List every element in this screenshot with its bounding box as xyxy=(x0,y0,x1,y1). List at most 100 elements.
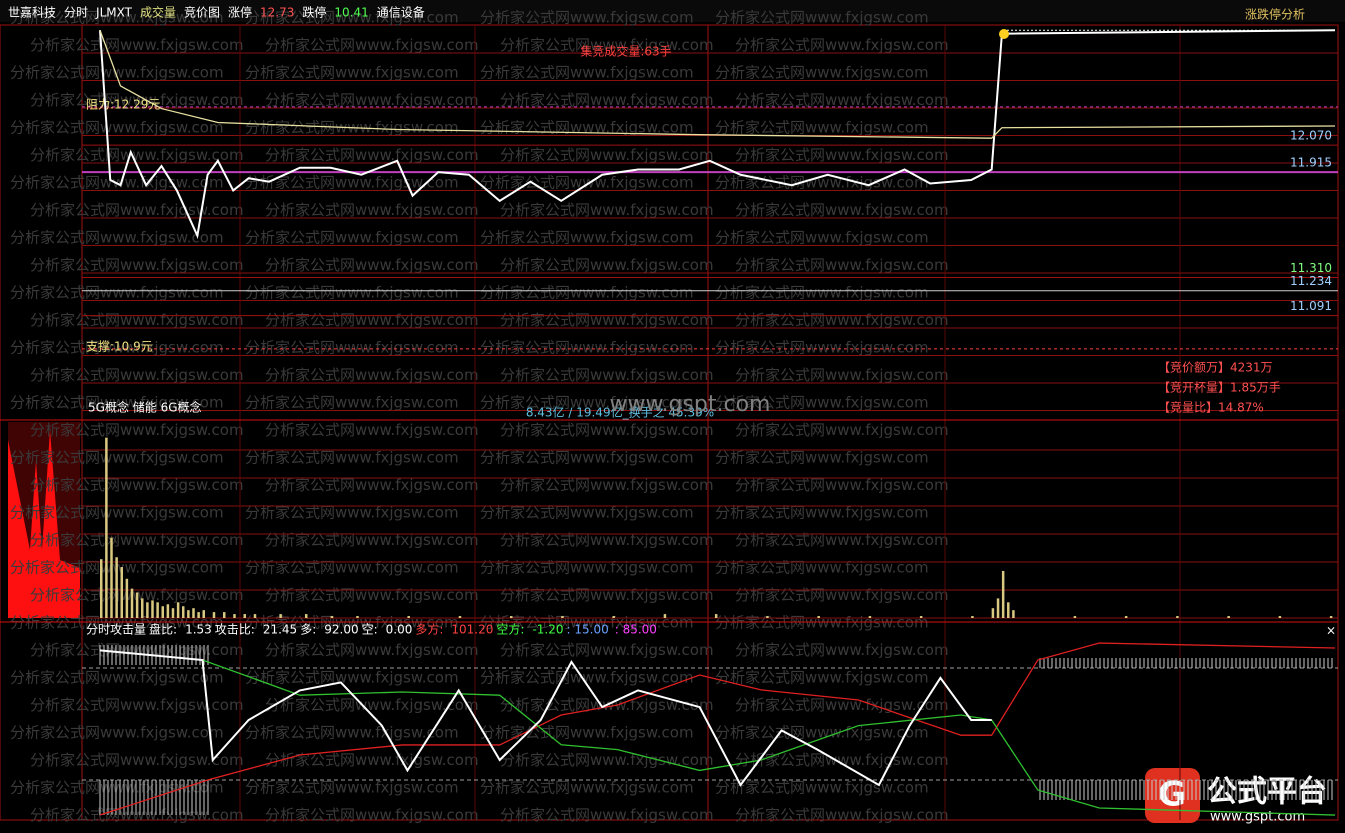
watermark: 分析家公式网www.fxjgsw.com xyxy=(715,119,929,137)
header-text: 涨停 xyxy=(228,5,252,20)
watermark: 分析家公式网www.fxjgsw.com xyxy=(715,284,929,302)
header-text: 10.41 xyxy=(334,6,368,20)
volume-bar xyxy=(1012,610,1015,618)
support-label: 支撑:10.9元 xyxy=(86,338,153,353)
watermark: 分析家公式网www.fxjgsw.com xyxy=(500,146,714,164)
auction-info: 【竞价额万】4231万 xyxy=(1158,361,1273,375)
watermark: 分析家公式网www.fxjgsw.com xyxy=(265,531,479,549)
header-text: 世嘉科技 xyxy=(8,6,56,20)
volume-bar xyxy=(330,616,334,618)
header-button[interactable]: 涨跌停分析 xyxy=(1245,7,1305,22)
watermark: 分析家公式网www.fxjgsw.com xyxy=(10,339,224,357)
watermark: 分析家公式网www.fxjgsw.com xyxy=(10,284,224,302)
watermark: 分析家公式网www.fxjgsw.com xyxy=(500,586,714,604)
watermark: 分析家公式网www.fxjgsw.com xyxy=(715,559,929,577)
y-tick-label: 11.915 xyxy=(1290,156,1332,170)
watermark: 分析家公式网www.fxjgsw.com xyxy=(265,146,479,164)
watermark: 分析家公式网www.fxjgsw.com xyxy=(30,146,244,164)
watermark: 分析家公式网www.fxjgsw.com xyxy=(715,724,929,742)
volume-bar xyxy=(1124,616,1128,618)
watermark: 分析家公式网www.fxjgsw.com xyxy=(735,146,949,164)
y-tick-label: 12.070 xyxy=(1290,129,1332,143)
auction-volume: 集竞成交量:63手 xyxy=(580,44,671,59)
series-line xyxy=(99,29,1336,240)
volume-bar xyxy=(146,602,149,618)
watermark: 分析家公式网www.fxjgsw.com xyxy=(500,641,714,659)
watermark: 分析家公式网www.fxjgsw.com xyxy=(10,229,224,247)
header-text: JLMXT xyxy=(95,6,133,20)
watermark: 分析家公式网www.fxjgsw.com xyxy=(500,256,714,274)
watermark: 分析家公式网www.fxjgsw.com xyxy=(245,64,459,82)
volume-bar xyxy=(253,614,257,618)
volume-bar xyxy=(356,616,359,618)
volume-bar xyxy=(766,616,769,618)
series-line xyxy=(99,649,992,787)
reference-label: : 15.00 xyxy=(567,623,609,637)
watermark: 分析家公式网www.fxjgsw.com xyxy=(500,36,714,54)
volume-bar xyxy=(140,598,144,618)
watermark: 分析家公式网www.fxjgsw.com xyxy=(245,339,459,357)
header-text: 分时 xyxy=(64,6,88,20)
watermark: 分析家公式网www.fxjgsw.com xyxy=(245,724,459,742)
volume-bar xyxy=(1001,570,1005,618)
watermark: 分析家公式网www.fxjgsw.com xyxy=(265,641,479,659)
watermark: 分析家公式网www.fxjgsw.com xyxy=(500,201,714,219)
watermark: 分析家公式网www.fxjgsw.com xyxy=(480,64,694,82)
auction-info: 【竞开杯量】1.85万手 xyxy=(1158,381,1281,395)
volume-bar xyxy=(212,612,216,618)
watermark: 分析家公式网www.fxjgsw.com xyxy=(480,504,694,522)
watermark: 分析家公式网www.fxjgsw.com xyxy=(10,394,224,412)
watermark: 分析家公式网www.fxjgsw.com xyxy=(30,311,244,329)
watermark: 分析家公式网www.fxjgsw.com xyxy=(245,779,459,797)
volume-bar xyxy=(991,608,995,618)
watermark: 分析家公式网www.fxjgsw.com xyxy=(735,311,949,329)
header-text: 通信设备 xyxy=(377,6,425,20)
volume-bar xyxy=(304,614,308,618)
indicator-legend: 空: xyxy=(362,623,378,637)
watermark: 分析家公式网www.fxjgsw.com xyxy=(500,531,714,549)
watermark: 分析家公式网www.fxjgsw.com xyxy=(245,449,459,467)
volume-bar xyxy=(100,559,103,618)
watermark: 分析家公式网www.fxjgsw.com xyxy=(480,779,694,797)
watermark: 分析家公式网www.fxjgsw.com xyxy=(245,669,459,687)
frame xyxy=(0,24,1339,821)
volume-bar xyxy=(161,606,164,618)
header-bar xyxy=(0,0,1345,22)
volume-bar xyxy=(171,608,175,618)
volume-bar xyxy=(1278,616,1282,618)
volume-bar xyxy=(868,616,872,618)
watermark: 分析家公式网www.fxjgsw.com xyxy=(480,284,694,302)
watermark: 分析家公式网www.fxjgsw.com xyxy=(10,449,224,467)
y-tick-label: 11.310 xyxy=(1290,261,1332,275)
header-text: 跌停 xyxy=(302,5,326,20)
watermark: 分析家公式网www.fxjgsw.com xyxy=(480,559,694,577)
auction-shape xyxy=(8,422,80,568)
watermark: 分析家公式网www.fxjgsw.com xyxy=(735,696,949,714)
watermark: 分析家公式网www.fxjgsw.com xyxy=(500,366,714,384)
marker xyxy=(999,29,1009,39)
series-line xyxy=(99,642,1336,816)
watermark: 分析家公式网www.fxjgsw.com xyxy=(735,531,949,549)
watermark: 分析家公式网www.fxjgsw.com xyxy=(10,64,224,82)
volume-bar xyxy=(130,588,134,618)
volume-bar xyxy=(135,592,139,618)
watermark: 分析家公式网www.fxjgsw.com xyxy=(735,476,949,494)
volume-bar xyxy=(279,614,282,618)
volume-bar xyxy=(176,602,180,618)
watermark: 分析家公式网www.fxjgsw.com xyxy=(715,669,929,687)
watermark: 分析家公式网www.fxjgsw.com xyxy=(715,394,929,412)
watermark: 分析家公式网www.fxjgsw.com xyxy=(735,751,949,769)
indicator-legend: 101.20 xyxy=(451,623,493,637)
watermark: 分析家公式网www.fxjgsw.com xyxy=(30,366,244,384)
watermark: 分析家公式网www.fxjgsw.com xyxy=(735,641,949,659)
watermark: 分析家公式网www.fxjgsw.com xyxy=(735,256,949,274)
volume-bar xyxy=(919,616,923,618)
volume-bar xyxy=(1227,616,1230,618)
watermark: 分析家公式网www.fxjgsw.com xyxy=(715,64,929,82)
y-tick-label: 11.091 xyxy=(1290,299,1332,313)
volume-bar xyxy=(1007,602,1010,618)
watermark: 分析家公式网www.fxjgsw.com xyxy=(265,696,479,714)
indicator-legend: 攻击比: xyxy=(215,623,255,637)
volume-bar xyxy=(714,614,718,618)
watermark: 分析家公式网www.fxjgsw.com xyxy=(480,9,694,27)
